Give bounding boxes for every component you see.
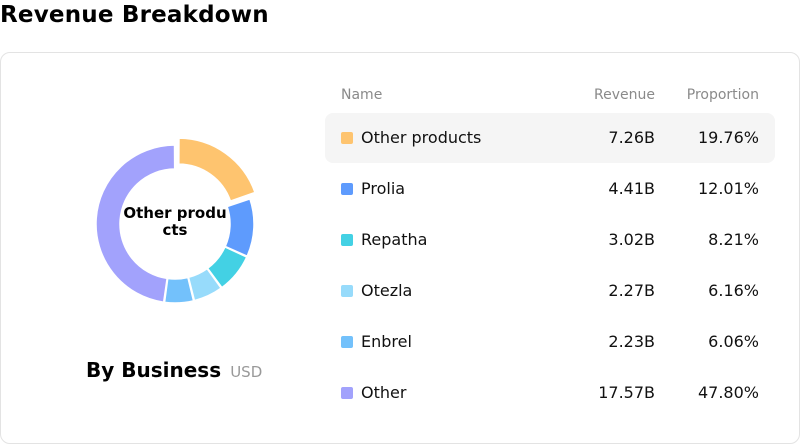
row-name: Enbrel	[361, 332, 412, 351]
chart-unit: USD	[230, 363, 263, 381]
row-name: Otezla	[361, 281, 413, 300]
row-revenue: 2.27B	[608, 281, 655, 300]
donut-slice-repatha[interactable]	[206, 246, 248, 289]
donut-slice-other-products[interactable]	[178, 137, 256, 202]
legend-swatch	[341, 183, 353, 195]
table-row[interactable]: Other products 7.26B 19.76%	[325, 113, 775, 163]
row-name: Repatha	[361, 230, 428, 249]
header-proportion: Proportion	[686, 87, 759, 103]
table-row[interactable]: Other 17.57B 47.80%	[325, 368, 775, 418]
chart-caption: By Business USD	[86, 358, 262, 382]
table-row[interactable]: Enbrel 2.23B 6.06%	[325, 317, 775, 367]
row-proportion: 12.01%	[697, 179, 759, 198]
donut-slice-other[interactable]	[95, 144, 176, 304]
page-title: Revenue Breakdown	[0, 2, 269, 28]
table-row[interactable]: Prolia 4.41B 12.01%	[325, 164, 775, 214]
donut-slice-prolia[interactable]	[224, 197, 255, 258]
row-proportion: 8.21%	[708, 230, 759, 249]
row-revenue: 7.26B	[608, 128, 655, 147]
table-row[interactable]: Repatha 3.02B 8.21%	[325, 215, 775, 265]
donut-center-label: Other products	[123, 204, 227, 239]
legend-swatch	[341, 336, 353, 348]
row-proportion: 6.16%	[708, 281, 759, 300]
legend-swatch	[341, 387, 353, 399]
donut-slice-enbrel[interactable]	[163, 276, 195, 304]
row-revenue: 17.57B	[598, 383, 655, 402]
donut-slice-otezla[interactable]	[187, 267, 223, 302]
header-name: Name	[341, 87, 383, 103]
row-proportion: 6.06%	[708, 332, 759, 351]
header-revenue: Revenue	[594, 87, 655, 103]
row-revenue: 2.23B	[608, 332, 655, 351]
row-proportion: 47.80%	[697, 383, 759, 402]
row-proportion: 19.76%	[697, 128, 759, 147]
row-revenue: 3.02B	[608, 230, 655, 249]
table-header: Name Revenue Proportion	[341, 87, 761, 105]
legend-swatch	[341, 132, 353, 144]
legend-swatch	[341, 234, 353, 246]
table-row[interactable]: Otezla 2.27B 6.16%	[325, 266, 775, 316]
donut-svg	[95, 137, 256, 304]
legend-swatch	[341, 285, 353, 297]
row-name: Prolia	[361, 179, 406, 198]
chart-subtitle: By Business	[86, 358, 222, 382]
row-name: Other	[361, 383, 407, 402]
donut-chart[interactable]	[94, 134, 257, 304]
row-revenue: 4.41B	[608, 179, 655, 198]
row-name: Other products	[361, 128, 482, 147]
